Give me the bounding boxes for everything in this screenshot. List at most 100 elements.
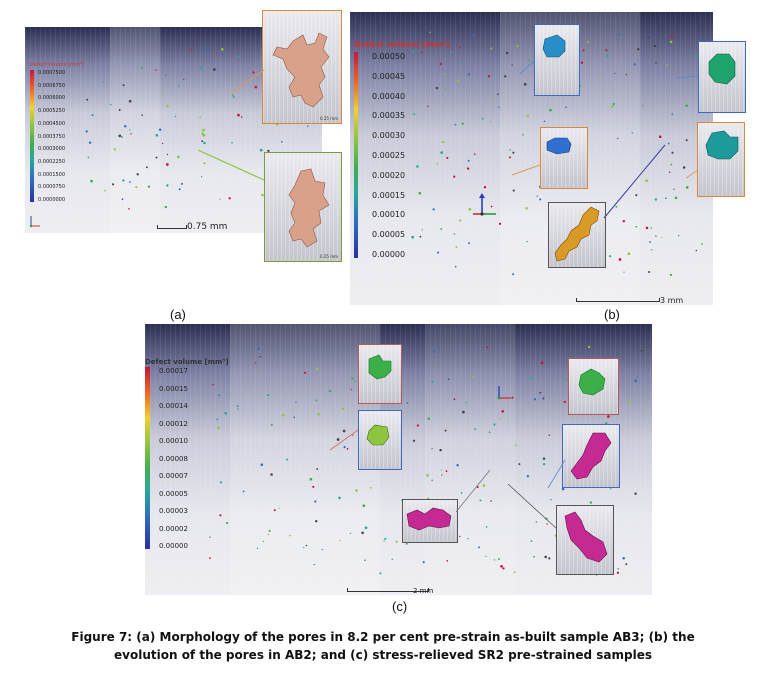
pore-speck	[491, 100, 494, 103]
pore-speck	[174, 115, 177, 117]
pore-speck	[178, 188, 181, 191]
pore-speck	[651, 249, 653, 251]
pore-speck	[454, 123, 457, 126]
pore-speck	[540, 361, 544, 365]
pore-speck	[655, 61, 657, 64]
pore-speck	[516, 45, 519, 48]
pore-speck	[118, 109, 121, 111]
pore-speck	[545, 517, 548, 521]
pore-b5	[554, 206, 600, 262]
pore-speck	[498, 558, 500, 561]
pore-speck	[617, 567, 620, 570]
pore-speck	[655, 58, 657, 60]
pore-speck	[181, 182, 183, 185]
pore-speck	[259, 148, 263, 152]
pore-speck	[383, 540, 385, 542]
pore-speck	[384, 537, 387, 540]
pore-speck	[444, 429, 447, 432]
pore-speck	[240, 116, 243, 118]
pore-speck	[303, 546, 305, 549]
pore-speck	[625, 563, 628, 566]
pore-speck	[203, 141, 206, 145]
pore-speck	[455, 245, 458, 248]
pore-speck	[673, 188, 675, 190]
pore-speck	[278, 507, 280, 509]
pore-speck	[164, 205, 167, 209]
pore-speck	[468, 207, 472, 211]
legend-tick-label: 0.0007500	[38, 70, 66, 76]
legend-tick-label: 0.00010	[372, 210, 406, 220]
pore-speck	[128, 99, 132, 103]
pore-speck	[155, 69, 157, 71]
legend-tick-label: 0.0004500	[38, 120, 66, 127]
legend-tick-label: 0.0006750	[38, 82, 66, 89]
pore-speck	[671, 151, 674, 154]
panel-c-inset-pore-1	[358, 344, 402, 404]
pore-speck	[465, 401, 467, 404]
pore-speck	[549, 108, 552, 112]
pore-speck	[155, 133, 159, 137]
pore-speck	[456, 464, 459, 467]
pore-speck	[548, 434, 551, 437]
pore-speck	[460, 492, 463, 494]
pore-speck	[178, 85, 180, 87]
pore-speck	[213, 68, 216, 71]
pore-speck	[451, 49, 454, 51]
pore-speck	[256, 547, 259, 550]
pore-speck	[563, 400, 566, 403]
pore-speck	[259, 356, 262, 358]
pore-speck	[445, 75, 448, 77]
pore-speck	[513, 571, 516, 574]
pore-shape-icon	[554, 206, 600, 262]
legend-tick-label: 0.00005	[159, 489, 188, 498]
pore-c3	[578, 368, 606, 396]
pore-speck	[670, 163, 673, 166]
pore-speck	[695, 249, 698, 252]
pore-speck	[102, 81, 104, 83]
pore-speck	[542, 457, 546, 460]
pore-speck	[128, 207, 130, 210]
pore-speck	[86, 98, 89, 101]
pore-speck	[190, 48, 192, 51]
panel-a-inset-2-scale: 0.25 mm	[320, 254, 338, 259]
pore-speck	[183, 78, 185, 81]
pore-speck	[419, 235, 422, 238]
pore-speck	[647, 36, 650, 39]
pore-speck	[395, 540, 398, 543]
pore-speck	[88, 141, 92, 144]
pore-speck	[209, 557, 211, 559]
pore-speck	[440, 228, 443, 230]
pore-speck	[665, 197, 667, 200]
pore-speck	[618, 258, 622, 261]
pore-speck	[522, 133, 524, 136]
pore-speck	[442, 140, 445, 144]
pore-speck	[220, 48, 224, 51]
pore-speck	[262, 540, 264, 543]
pore-speck	[677, 234, 680, 237]
pore-speck	[260, 463, 264, 466]
panel-b-image: Defect volume [mm³] 0.00050 0.00045 0.0004…	[350, 12, 713, 305]
pore-speck	[201, 132, 204, 136]
pore-speck	[121, 198, 124, 201]
pore-speck	[674, 196, 678, 200]
pore-speck	[453, 175, 456, 178]
pore-speck	[487, 75, 491, 78]
pore-speck	[232, 94, 234, 96]
legend-tick-label: 0.0000750	[38, 184, 66, 191]
pore-shape-icon	[570, 432, 612, 480]
pore-speck	[690, 47, 692, 49]
pore-speck	[523, 82, 527, 86]
pore-speck	[225, 521, 229, 525]
pore-speck	[536, 195, 539, 197]
pore-speck	[446, 559, 449, 562]
pore-shape-icon	[708, 53, 736, 85]
pore-speck	[422, 561, 425, 564]
pore-speck	[512, 189, 515, 192]
pore-speck	[85, 130, 88, 133]
pore-speck	[453, 233, 456, 235]
pore-speck	[543, 120, 546, 122]
pore-shape-icon	[546, 137, 572, 155]
figure-caption: Figure 7: (a) Morphology of the pores in…	[0, 628, 766, 664]
pore-shape-icon	[366, 424, 390, 446]
pore-speck	[471, 376, 474, 379]
